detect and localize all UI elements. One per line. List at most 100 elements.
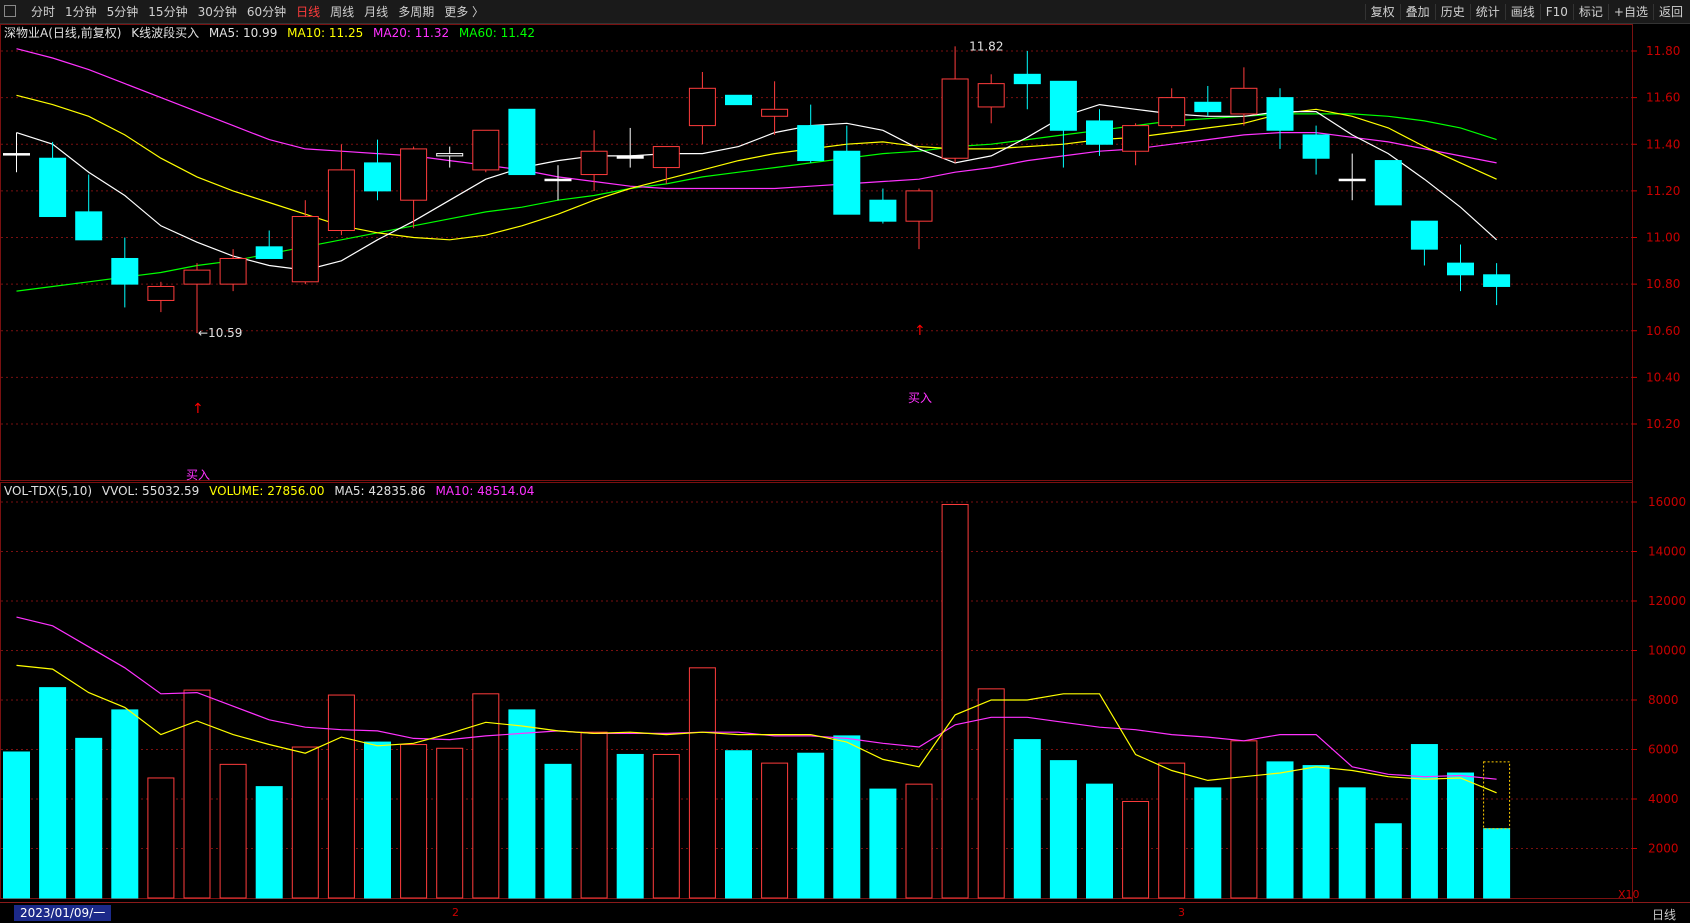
candle-body-18	[652, 146, 680, 169]
ma20-value: MA20: 11.32	[373, 26, 450, 40]
volume-bar-19	[688, 667, 716, 899]
candle-body-35	[1266, 97, 1294, 131]
indicator-name[interactable]: K线波段买入	[131, 26, 200, 40]
volume-bar-27	[977, 688, 1005, 899]
vvol-value: VVOL: 55032.59	[101, 484, 200, 498]
period-tab-2[interactable]: 5分钟	[106, 5, 139, 19]
candle-body-6	[219, 257, 247, 285]
price-tick-label-5: 11.20	[1646, 184, 1680, 198]
volume-bar-35	[1266, 761, 1294, 899]
period-tab-7[interactable]: 周线	[330, 5, 355, 19]
period-tab-9[interactable]: 多周期	[398, 5, 435, 19]
tool-button-8[interactable]: 返回	[1652, 4, 1688, 20]
buy-arrow-1: ↑	[914, 323, 926, 339]
tool-button-6[interactable]: 标记	[1572, 4, 1608, 20]
volume-bar-17	[616, 753, 644, 899]
ma5-value: MA5: 10.99	[208, 26, 278, 40]
buy-signal-label-1: 买入	[908, 391, 932, 405]
volume-bar-2	[75, 737, 103, 899]
period-tab-6[interactable]: 日线	[296, 5, 321, 19]
candle-body-36	[1302, 134, 1330, 159]
volume-bar-24	[869, 788, 897, 899]
candle-body-25	[905, 190, 933, 222]
tool-button-5[interactable]: F10	[1539, 4, 1573, 20]
vol-indicator-name[interactable]: VOL-TDX(5,10)	[4, 484, 93, 498]
volume-bar-38	[1374, 823, 1402, 899]
candle-body-24	[869, 199, 897, 222]
volume-bar-21	[761, 762, 789, 899]
candle-body-29	[1049, 80, 1077, 131]
period-tab-1[interactable]: 1分钟	[65, 5, 97, 19]
candle-body-40	[1447, 262, 1474, 276]
volume-bar-23	[833, 735, 861, 899]
vol-tick-label-2: 6000	[1648, 743, 1679, 757]
price-tick-label-1: 10.40	[1646, 370, 1680, 384]
candle-body-19	[688, 87, 716, 127]
period-tab-4[interactable]: 30分钟	[197, 5, 237, 19]
volume-bar-18	[652, 753, 680, 899]
ma5-line	[16, 103, 1498, 271]
date-cursor: 2023/01/09/一	[14, 905, 112, 921]
tool-button-3[interactable]: 统计	[1469, 4, 1505, 20]
toolbar: 分时 1分钟 5分钟 15分钟 30分钟 60分钟 日线 周线 月线 多周期 更多 〉 复权 叠加 历史…	[0, 0, 1690, 24]
period-tabs: 分时 1分钟 5分钟 15分钟 30分钟 60分钟 日线 周线 月线 多周期 更多 〉	[26, 4, 489, 20]
candle-body-22	[797, 125, 825, 162]
candle-body-34	[1230, 87, 1258, 115]
volume-bar-0	[3, 751, 30, 899]
low-price-label: ←10.59	[198, 326, 242, 340]
candle-body-1	[39, 157, 67, 218]
period-tab-3[interactable]: 15分钟	[148, 5, 188, 19]
volume-bar-34	[1230, 740, 1258, 899]
price-tick-label-4: 11.00	[1646, 231, 1680, 245]
volume-bar-11	[400, 744, 428, 899]
volume-bar-22	[797, 752, 825, 899]
candle-body-33	[1194, 101, 1222, 113]
price-tick-label-8: 11.80	[1646, 44, 1680, 58]
menu-icon[interactable]	[4, 5, 16, 17]
tool-button-1[interactable]: 叠加	[1399, 4, 1435, 20]
candle-body-14	[508, 108, 536, 176]
candle-body-28	[1013, 73, 1041, 85]
tool-button-4[interactable]: 画线	[1504, 4, 1540, 20]
period-tab-8[interactable]: 月线	[364, 5, 389, 19]
tool-button-2[interactable]: 历史	[1434, 4, 1470, 20]
main-chart[interactable]: 10.20 10.40 10.60 10.80 11.00 11.20 11.40 11.60…	[0, 24, 1690, 902]
vol-scale-label: X10	[1618, 888, 1640, 901]
volume-bar-15	[544, 763, 572, 899]
stock-title[interactable]: 深物业A(日线,前复权)	[4, 26, 122, 40]
candle-body-32	[1158, 97, 1186, 127]
candle-body-38	[1374, 160, 1402, 206]
vol-tick-label-3: 8000	[1648, 693, 1679, 707]
period-tab-10[interactable]: 更多 〉	[444, 5, 485, 19]
candle-body-10	[364, 162, 391, 192]
ma10-line	[16, 94, 1497, 241]
volume-bar-28	[1013, 739, 1041, 899]
volume-bar-39	[1410, 744, 1438, 899]
tool-button-7[interactable]: +自选	[1607, 4, 1653, 20]
tool-button-0[interactable]: 复权	[1364, 4, 1400, 20]
high-price-label: 11.82	[969, 39, 1003, 53]
vol-ma5-value: MA5: 42835.86	[334, 484, 426, 498]
period-tab-0[interactable]: 分时	[31, 5, 56, 19]
volume-bar-6	[219, 763, 247, 899]
volume-bar-31	[1122, 800, 1150, 899]
ma10-value: MA10: 11.25	[287, 26, 364, 40]
candle-body-12	[436, 153, 464, 157]
candle-body-9	[327, 169, 355, 232]
vol-tick-label-6: 14000	[1648, 545, 1686, 559]
price-tick-label-6: 11.40	[1646, 137, 1680, 151]
vol-ma5-line	[16, 664, 1497, 794]
period-tab-5[interactable]: 60分钟	[246, 5, 287, 19]
volume-bar-25	[905, 783, 933, 899]
price-tick-label-7: 11.60	[1646, 91, 1680, 105]
volume-bar-1	[39, 687, 67, 899]
date-axis: 2 2023/01/09/一 2 3 日线	[0, 902, 1690, 922]
candle-body-8	[291, 216, 319, 283]
kline-header: 深物业A(日线,前复权) K线波段买入 MA5: 10.99 MA10: 11.…	[4, 26, 541, 40]
right-tools: 复权 叠加 历史 统计 画线 F10 标记 +自选 返回	[1364, 4, 1688, 20]
buy-arrow-0: ↑	[192, 401, 204, 417]
candle-body-3	[111, 257, 139, 285]
candle-body-39	[1410, 220, 1438, 250]
volume-bar-40	[1447, 772, 1474, 899]
volume-bar-33	[1194, 787, 1222, 899]
